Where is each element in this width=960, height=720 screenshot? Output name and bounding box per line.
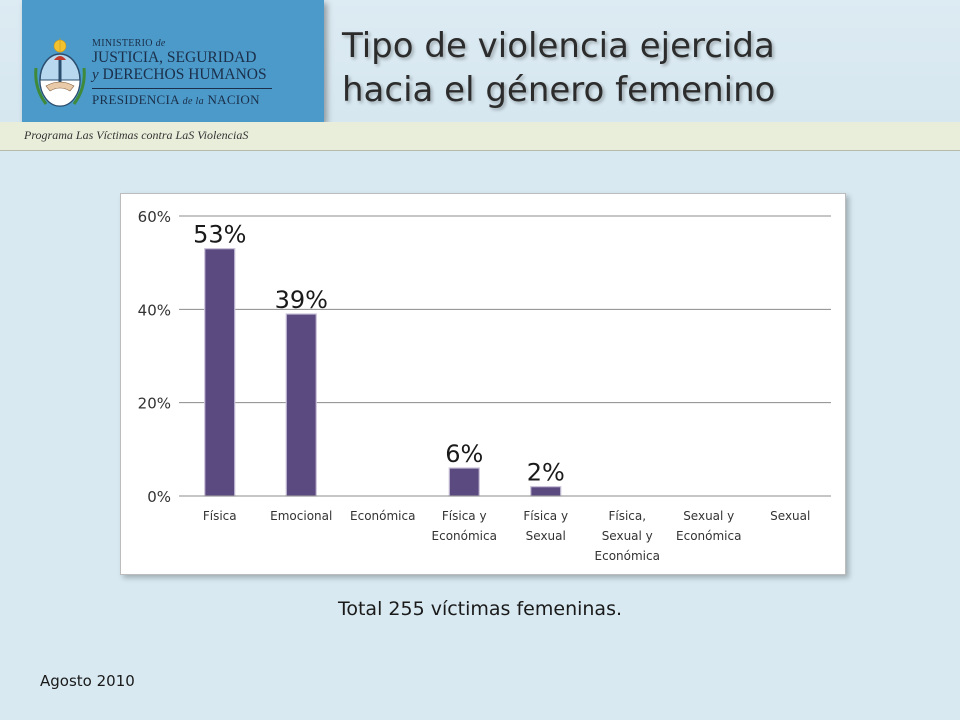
x-tick-label: Física, Sexual y Económica: [595, 509, 660, 563]
ministry-name: MINISTERIO de JUSTICIA, SEGURIDAD y DERE…: [92, 38, 318, 108]
page-title: Tipo de violencia ejercida hacia el géne…: [342, 24, 942, 112]
ministry-line2: JUSTICIA, SEGURIDAD: [92, 49, 257, 66]
bar-chart: 0% 20% 40% 60% 53% Física 39% Emocional Económic…: [120, 193, 846, 575]
x-tick-label: Física: [203, 509, 237, 523]
ministry-y: y: [92, 67, 99, 83]
y-tick-label: 60%: [138, 208, 171, 226]
nacion-label: NACION: [207, 92, 260, 107]
presidencia-de-la: de la: [182, 96, 204, 107]
report-date: Agosto 2010: [40, 672, 135, 690]
y-tick-label: 40%: [138, 301, 171, 319]
presidencia-label: PRESIDENCIA: [92, 92, 180, 107]
data-label: 53%: [193, 221, 246, 249]
x-tick-label: Física y Sexual: [523, 509, 568, 543]
data-label: 39%: [275, 286, 328, 314]
data-label: 6%: [445, 440, 483, 468]
y-tick-label: 20%: [138, 395, 171, 413]
ministry-line3: DERECHOS HUMANOS: [102, 66, 267, 83]
program-band: Programa Las Víctimas contra LaS Violenc…: [0, 122, 960, 151]
bar: [448, 467, 480, 497]
title-line-2: hacia el género femenino: [342, 70, 776, 110]
bar: [530, 486, 562, 497]
chart-canvas: 0% 20% 40% 60% 53% Física 39% Emocional Económic…: [138, 208, 831, 563]
ministry-de: de: [155, 38, 166, 49]
bar: [204, 248, 236, 497]
x-tick-label: Física y Económica: [432, 509, 497, 543]
x-tick-label: Sexual: [770, 509, 810, 523]
x-tick-label: Emocional: [270, 509, 332, 523]
x-tick-label: Sexual y Económica: [676, 509, 741, 543]
ministry-logo: MINISTERIO de JUSTICIA, SEGURIDAD y DERE…: [22, 0, 324, 122]
bar: [285, 313, 317, 497]
title-line-1: Tipo de violencia ejercida: [342, 26, 775, 66]
program-name: Programa Las Víctimas contra LaS Violenc…: [24, 128, 249, 142]
y-tick-label: 0%: [147, 488, 171, 506]
coat-of-arms-icon: [34, 38, 86, 107]
ministry-line1: MINISTERIO: [92, 38, 153, 49]
ministry-divider: [92, 88, 272, 89]
total-victims: Total 255 víctimas femeninas.: [337, 598, 623, 620]
x-tick-label: Económica: [350, 509, 415, 523]
data-label: 2%: [527, 459, 565, 487]
